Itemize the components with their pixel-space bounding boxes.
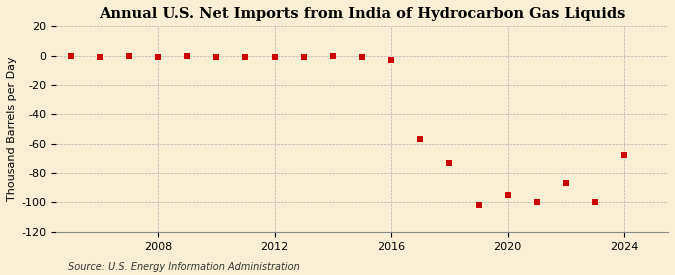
- Point: [356, 55, 367, 59]
- Point: [211, 55, 221, 59]
- Point: [269, 55, 280, 59]
- Point: [502, 193, 513, 197]
- Point: [444, 161, 455, 165]
- Point: [385, 58, 396, 62]
- Point: [124, 53, 134, 58]
- Point: [415, 137, 426, 142]
- Title: Annual U.S. Net Imports from India of Hydrocarbon Gas Liquids: Annual U.S. Net Imports from India of Hy…: [99, 7, 625, 21]
- Point: [327, 53, 338, 58]
- Point: [240, 55, 251, 59]
- Point: [473, 203, 484, 208]
- Point: [182, 53, 192, 58]
- Point: [36, 53, 47, 58]
- Point: [65, 53, 76, 58]
- Point: [590, 200, 601, 205]
- Point: [95, 55, 105, 59]
- Point: [619, 153, 630, 158]
- Point: [531, 200, 542, 205]
- Point: [298, 55, 309, 59]
- Text: Source: U.S. Energy Information Administration: Source: U.S. Energy Information Administ…: [68, 262, 299, 272]
- Point: [153, 55, 163, 59]
- Point: [561, 181, 572, 186]
- Y-axis label: Thousand Barrels per Day: Thousand Barrels per Day: [7, 57, 17, 201]
